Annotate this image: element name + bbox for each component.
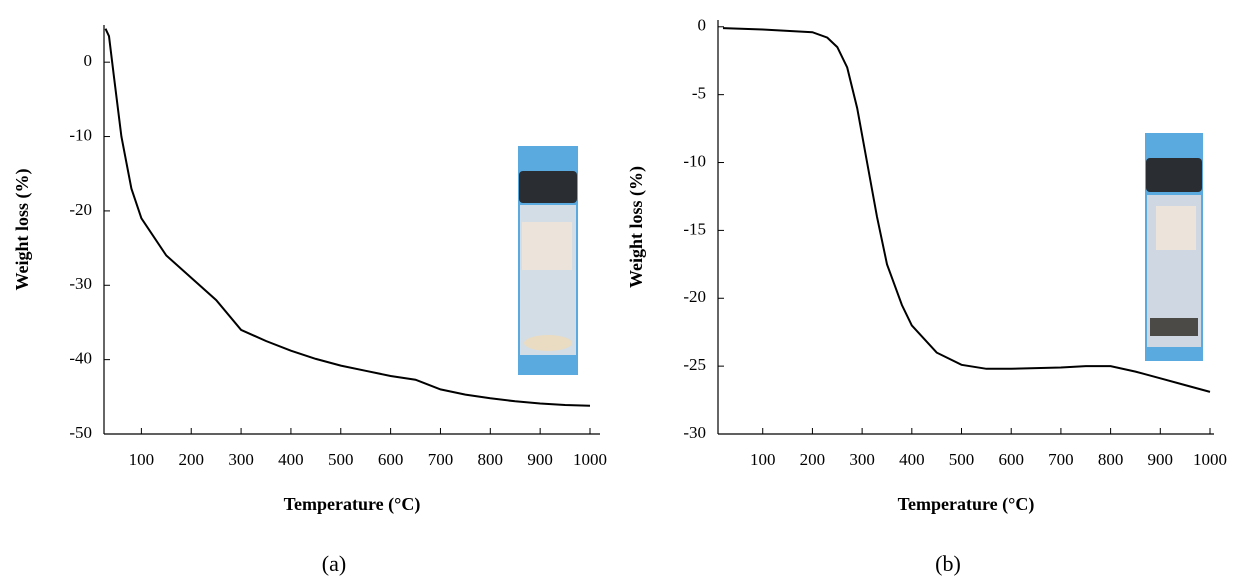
panel-label: (a): [322, 551, 346, 576]
x-tick-label: 1000: [573, 450, 607, 469]
y-tick-label: -20: [69, 200, 92, 219]
y-tick-label: -10: [69, 125, 92, 144]
y-tick-label: -40: [69, 349, 92, 368]
x-tick-label: 100: [750, 450, 776, 469]
y-tick-label: -10: [683, 151, 706, 170]
x-tick-label: 700: [428, 450, 454, 469]
data-line: [104, 28, 591, 407]
y-tick-label: 0: [698, 16, 707, 35]
x-tick-label: 300: [228, 450, 254, 469]
x-axis-label: Temperature (°C): [284, 494, 421, 515]
y-tick-label: -30: [683, 423, 706, 442]
x-tick-label: 500: [328, 450, 354, 469]
y-tick-label: -30: [69, 274, 92, 293]
vial-photo-a: [518, 146, 578, 375]
x-tick-label: 400: [278, 450, 304, 469]
x-tick-label: 800: [478, 450, 504, 469]
y-tick-label: 0: [84, 51, 93, 70]
vial-photo-b: [1145, 133, 1203, 361]
y-tick-label: -25: [683, 355, 706, 374]
y-tick-label: -20: [683, 287, 706, 306]
x-tick-label: 1000: [1193, 450, 1227, 469]
x-tick-label: 900: [1148, 450, 1174, 469]
x-tick-label: 900: [527, 450, 553, 469]
x-axis-label: Temperature (°C): [898, 494, 1035, 515]
y-tick-label: -15: [683, 219, 706, 238]
x-tick-label: 800: [1098, 450, 1124, 469]
x-tick-label: 200: [800, 450, 826, 469]
x-tick-label: 500: [949, 450, 975, 469]
x-tick-label: 600: [998, 450, 1024, 469]
x-tick-label: 300: [849, 450, 875, 469]
panel-label: (b): [935, 551, 961, 576]
y-tick-label: -50: [69, 423, 92, 442]
x-tick-label: 200: [178, 450, 204, 469]
x-tick-label: 100: [129, 450, 155, 469]
y-axis-label: Weight loss (%): [12, 168, 33, 290]
x-tick-label: 600: [378, 450, 404, 469]
y-tick-label: -5: [692, 84, 706, 103]
data-line: [722, 27, 1211, 393]
x-tick-label: 700: [1048, 450, 1074, 469]
y-axis-label: Weight loss (%): [626, 166, 647, 288]
x-tick-label: 400: [899, 450, 925, 469]
